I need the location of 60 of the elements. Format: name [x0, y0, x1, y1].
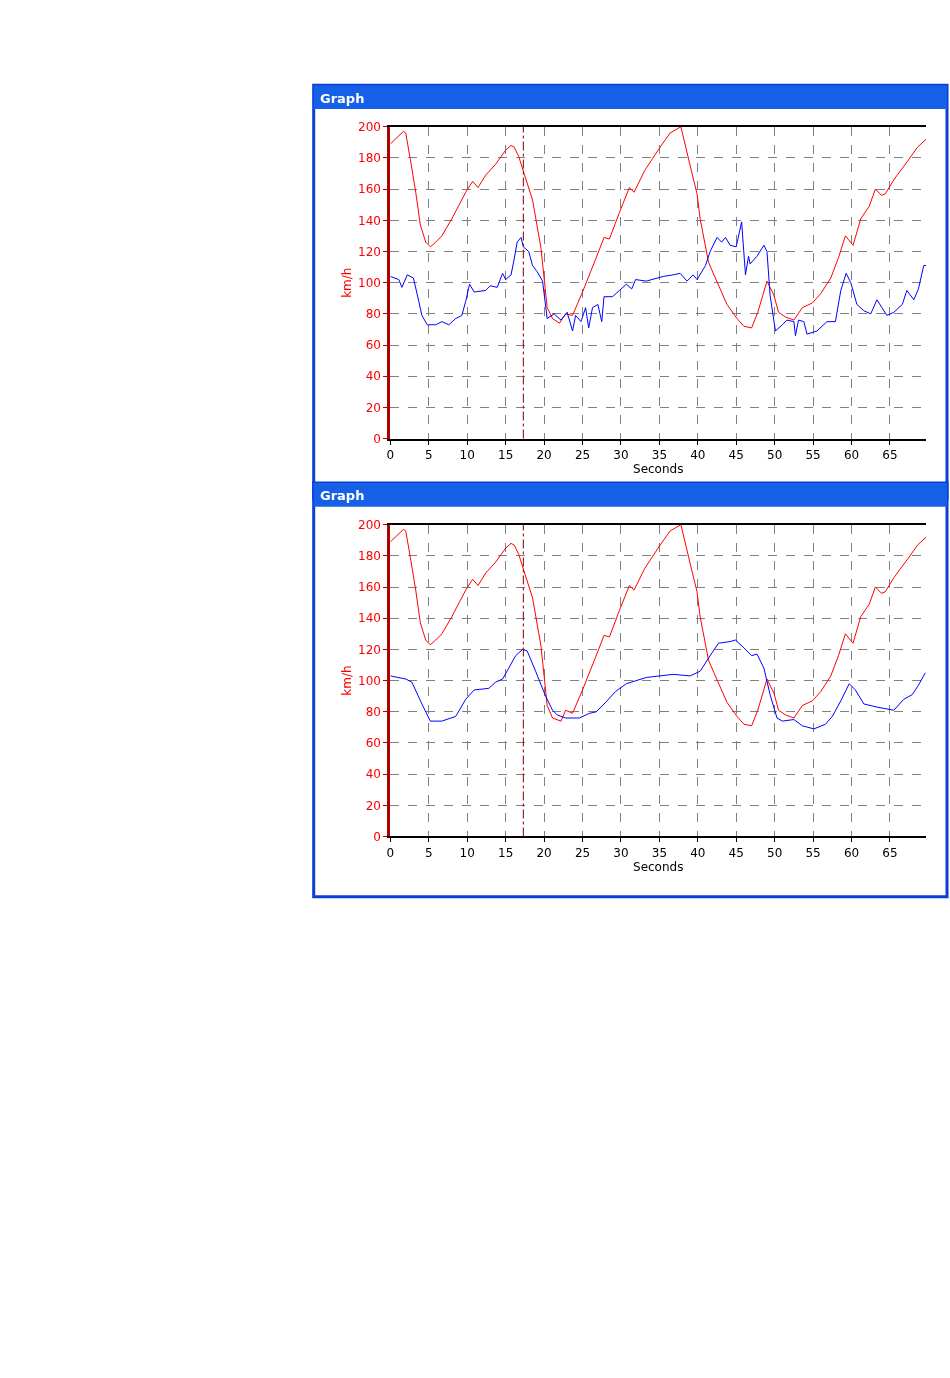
x-tick-label: 0 [386, 845, 395, 860]
y-tick-label: 120 [358, 642, 381, 657]
x-tick-label: 25 [574, 845, 591, 860]
y-tick-label: 140 [358, 213, 381, 228]
y-tick-label: 60 [365, 338, 381, 353]
x-tick-label: 65 [882, 845, 898, 860]
x-tick-label: 30 [613, 845, 629, 860]
chart-title: Graph [320, 91, 365, 106]
y-tick-label: 80 [365, 307, 381, 322]
y-tick-label: 20 [365, 400, 381, 415]
y-tick-label: 160 [358, 580, 381, 595]
x-tick-label: 50 [767, 447, 783, 462]
x-tick-label: 15 [498, 447, 514, 462]
y-tick-label: 140 [358, 611, 381, 626]
x-tick-label: 35 [651, 447, 668, 462]
y-tick-label: 200 [358, 119, 381, 134]
y-tick-label: 40 [365, 767, 381, 782]
y-tick-label: 180 [358, 151, 381, 166]
x-tick-label: 20 [536, 447, 552, 462]
x-tick-label: 50 [767, 845, 783, 860]
x-tick-label: 15 [498, 845, 514, 860]
x-tick-label: 30 [613, 447, 629, 462]
x-tick-label: 45 [728, 845, 744, 860]
y-tick-label: 40 [365, 369, 381, 384]
y-tick-label: 20 [365, 798, 381, 813]
x-tick-label: 40 [690, 845, 706, 860]
y-tick-label: 200 [358, 517, 381, 532]
x-tick-label: 20 [536, 845, 552, 860]
x-tick-label: 65 [882, 447, 898, 462]
y-tick-label: 100 [358, 673, 381, 688]
line-series [390, 221, 927, 337]
y-tick-label: 180 [358, 549, 381, 564]
x-tick-label: 60 [843, 845, 860, 860]
x-tick-label: 45 [728, 447, 744, 462]
x-tick-label: 5 [424, 447, 433, 462]
y-tick-label: 80 [365, 704, 381, 719]
x-tick-label: 0 [386, 447, 395, 462]
line-series [390, 524, 927, 727]
y-axis-title: km/h [340, 267, 355, 298]
y-tick-label: 100 [358, 275, 381, 290]
y-tick-label: 60 [365, 736, 381, 751]
x-tick-label: 40 [690, 447, 706, 462]
x-tick-label: 55 [805, 845, 821, 860]
x-axis-title: Seconds [633, 461, 684, 476]
x-tick-label: 55 [805, 447, 821, 462]
x-tick-label: 25 [574, 447, 591, 462]
line-series [390, 126, 927, 329]
x-tick-label: 10 [459, 845, 475, 860]
y-axis-title: km/h [340, 665, 355, 696]
x-tick-label: 35 [651, 845, 668, 860]
y-tick-label: 0 [373, 431, 381, 446]
x-tick-label: 60 [843, 447, 860, 462]
y-tick-label: 120 [358, 244, 381, 259]
chart-title: Graph [320, 488, 365, 503]
line-series [390, 639, 926, 730]
y-tick-label: 0 [373, 829, 381, 844]
x-tick-label: 10 [459, 447, 475, 462]
x-axis-title: Seconds [633, 859, 684, 874]
x-tick-label: 5 [424, 845, 433, 860]
y-tick-label: 160 [358, 182, 381, 197]
